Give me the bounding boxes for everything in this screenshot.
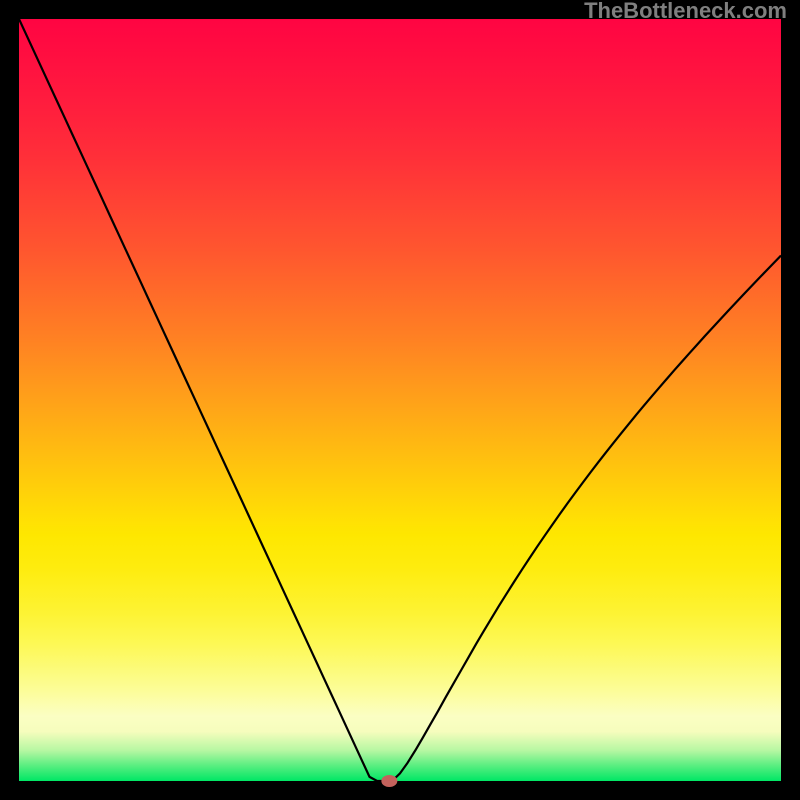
bottleneck-chart bbox=[0, 0, 800, 800]
plot-background bbox=[19, 19, 781, 781]
optimum-marker bbox=[381, 775, 397, 787]
chart-stage: { "canvas": { "width": 800, "height": 80… bbox=[0, 0, 800, 800]
watermark: TheBottleneck.com bbox=[584, 0, 787, 24]
